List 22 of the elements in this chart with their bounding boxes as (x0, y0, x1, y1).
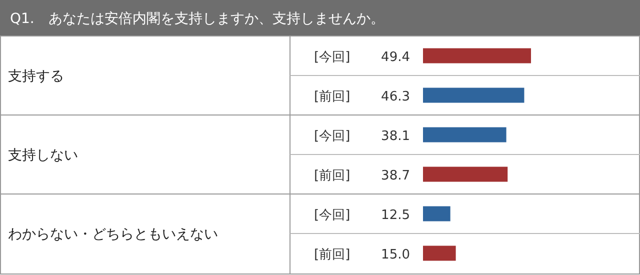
bar (423, 246, 456, 261)
text: 支持しない (8, 148, 78, 164)
text: 支持する (8, 68, 64, 84)
bar (423, 48, 531, 64)
bar (423, 166, 508, 182)
bar (423, 88, 524, 103)
bar (423, 127, 506, 142)
data-label: 15.0 (381, 247, 410, 262)
y-tick-label: [前回] (314, 89, 350, 104)
bar (423, 206, 450, 222)
y-tick-label: [前回] (314, 168, 350, 184)
data-label: 12.5 (381, 208, 410, 223)
y-tick-label: [今回] (314, 128, 350, 144)
data-label: 38.1 (381, 128, 410, 144)
data-label: 38.7 (381, 168, 410, 184)
text: Q1. あなたは安倍内閣を支持しますか、支持しませんか。 (10, 11, 384, 27)
text: わからない・どちらともいえない (8, 226, 218, 242)
data-label: 46.3 (381, 89, 410, 104)
data-label: 49.4 (381, 50, 410, 65)
y-tick-label: [前回] (314, 247, 350, 262)
y-tick-label: [今回] (314, 208, 350, 223)
y-tick-label: [今回] (314, 50, 350, 65)
